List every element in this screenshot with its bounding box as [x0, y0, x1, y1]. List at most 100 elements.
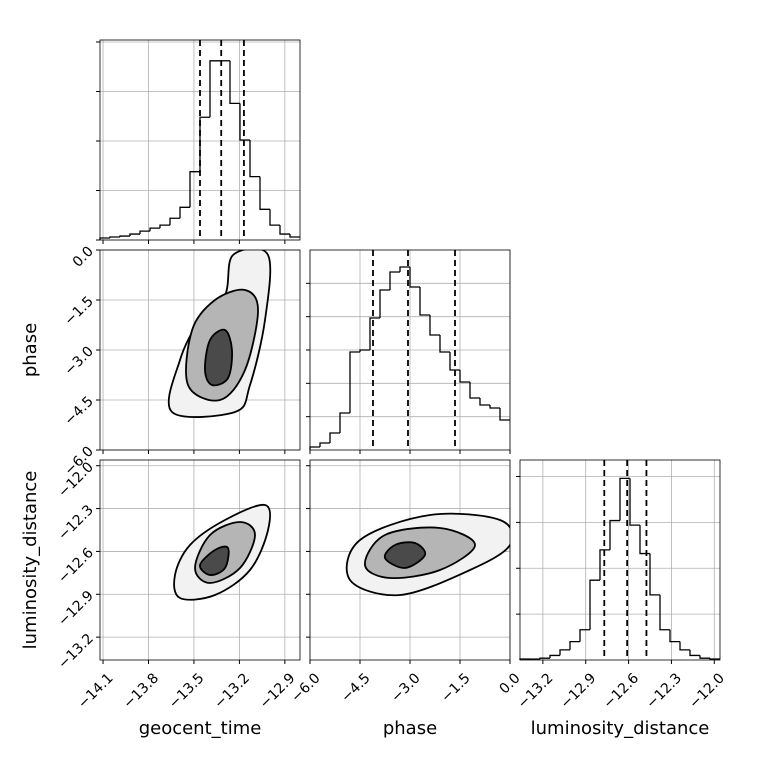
x-tick-label: −4.5 — [338, 670, 373, 705]
histogram-step — [349, 351, 360, 413]
histogram-step — [439, 335, 450, 353]
histogram-step — [609, 519, 620, 550]
histogram-step — [319, 442, 330, 447]
histogram-step — [209, 60, 220, 118]
histogram-step — [579, 629, 590, 642]
histogram-panel — [306, 249, 511, 454]
x-tick-label: −6.0 — [288, 670, 323, 705]
y-tick-label: −13.2 — [55, 631, 97, 673]
histogram-step — [699, 655, 710, 659]
histogram-step — [169, 217, 180, 226]
histogram-step — [409, 267, 420, 288]
histogram-step — [619, 477, 630, 521]
histogram-step — [239, 103, 250, 141]
histogram-step — [229, 60, 240, 105]
x-tick-label: −13.2 — [211, 670, 253, 712]
histogram-step — [669, 629, 680, 643]
histogram-step — [689, 649, 700, 657]
y-tick-label: −4.5 — [61, 394, 96, 429]
histogram-step — [149, 227, 160, 232]
histogram-step — [329, 432, 340, 443]
histogram-step — [389, 271, 400, 290]
density-panel: −6.0 −4.5 −3.0 −1.5 0.0 — [288, 459, 524, 706]
histogram-step — [359, 349, 370, 352]
panel-frame — [309, 459, 511, 661]
contours — [173, 503, 272, 601]
histogram-step — [679, 641, 690, 651]
histogram-step — [709, 658, 720, 660]
histogram-step — [339, 412, 350, 433]
density-panel: −14.1 −13.8 −13.5 −13.2 −12.9−13.2−12.9−12.6… — [55, 459, 301, 712]
contours — [167, 250, 272, 418]
panel-frame — [99, 459, 301, 661]
x-tick-label: −12.0 — [686, 670, 728, 712]
y-tick-label: −12.3 — [55, 502, 97, 544]
histogram-step — [399, 266, 410, 272]
histogram-step — [649, 553, 660, 596]
panel-frame — [519, 459, 721, 661]
histogram-step — [539, 657, 550, 660]
histogram-step — [289, 234, 300, 238]
x-tick-label: −12.6 — [601, 670, 643, 712]
x-axis-label: geocent_time — [139, 718, 262, 739]
x-tick-label: −13.8 — [120, 670, 162, 712]
y-tick-label: 0.0 — [70, 244, 97, 271]
histogram-step — [109, 236, 120, 239]
histogram-step — [629, 478, 640, 526]
x-axis-label: luminosity_distance — [531, 718, 710, 739]
histogram-step — [159, 224, 170, 229]
panel-frame — [99, 249, 301, 451]
y-tick-label: −3.0 — [61, 344, 96, 379]
x-tick-label: −12.9 — [558, 670, 600, 712]
histogram-step — [369, 317, 380, 350]
histogram-step — [659, 594, 670, 631]
histogram-step — [279, 225, 290, 235]
histogram-panel — [96, 39, 301, 244]
x-tick-label: −14.1 — [75, 670, 117, 712]
histogram-step — [179, 206, 190, 219]
histogram-step — [549, 654, 560, 659]
x-tick-label: −1.5 — [438, 670, 473, 705]
histogram-step — [589, 579, 600, 630]
histogram-step — [119, 235, 130, 238]
panel-frame — [309, 249, 511, 451]
x-tick-label: −12.3 — [643, 670, 685, 712]
histogram-step — [499, 408, 510, 421]
y-axis-label: phase — [20, 323, 41, 377]
histogram-step — [419, 287, 430, 316]
density-panel: −6.0−4.5−3.0−1.50.0 — [61, 244, 301, 479]
y-tick-label: −12.6 — [55, 545, 97, 587]
histogram-step — [259, 176, 270, 210]
histogram-step — [469, 382, 480, 399]
y-tick-label: −12.9 — [55, 588, 97, 630]
histogram-step — [249, 140, 260, 178]
contour — [204, 328, 233, 387]
histogram-step — [379, 289, 390, 318]
histogram-step — [429, 315, 440, 336]
x-tick-label: −3.0 — [388, 670, 423, 705]
x-axis-label: phase — [383, 718, 437, 739]
histogram-step — [559, 649, 570, 656]
histogram-step — [639, 525, 650, 555]
histogram-step — [139, 230, 150, 235]
x-tick-label: −13.5 — [166, 670, 208, 712]
histogram-step — [479, 398, 490, 406]
panel-frame — [99, 39, 301, 241]
contours — [345, 512, 510, 597]
y-axis-label: luminosity_distance — [20, 471, 41, 650]
contour — [199, 545, 230, 576]
x-tick-label: 0.0 — [497, 670, 524, 697]
x-tick-label: −13.2 — [515, 670, 557, 712]
histogram-step — [129, 233, 140, 237]
histogram-step — [189, 171, 200, 208]
histogram-step — [199, 116, 210, 172]
histogram-step — [569, 641, 580, 650]
contour — [383, 541, 427, 569]
histogram-step — [449, 352, 460, 371]
histogram-step — [599, 549, 610, 581]
histogram-panel: −13.2 −12.9 −12.6 −12.3 −12.0 — [515, 459, 728, 712]
histogram-step — [309, 446, 320, 450]
histogram-step — [459, 370, 470, 383]
histogram-step — [269, 209, 280, 226]
